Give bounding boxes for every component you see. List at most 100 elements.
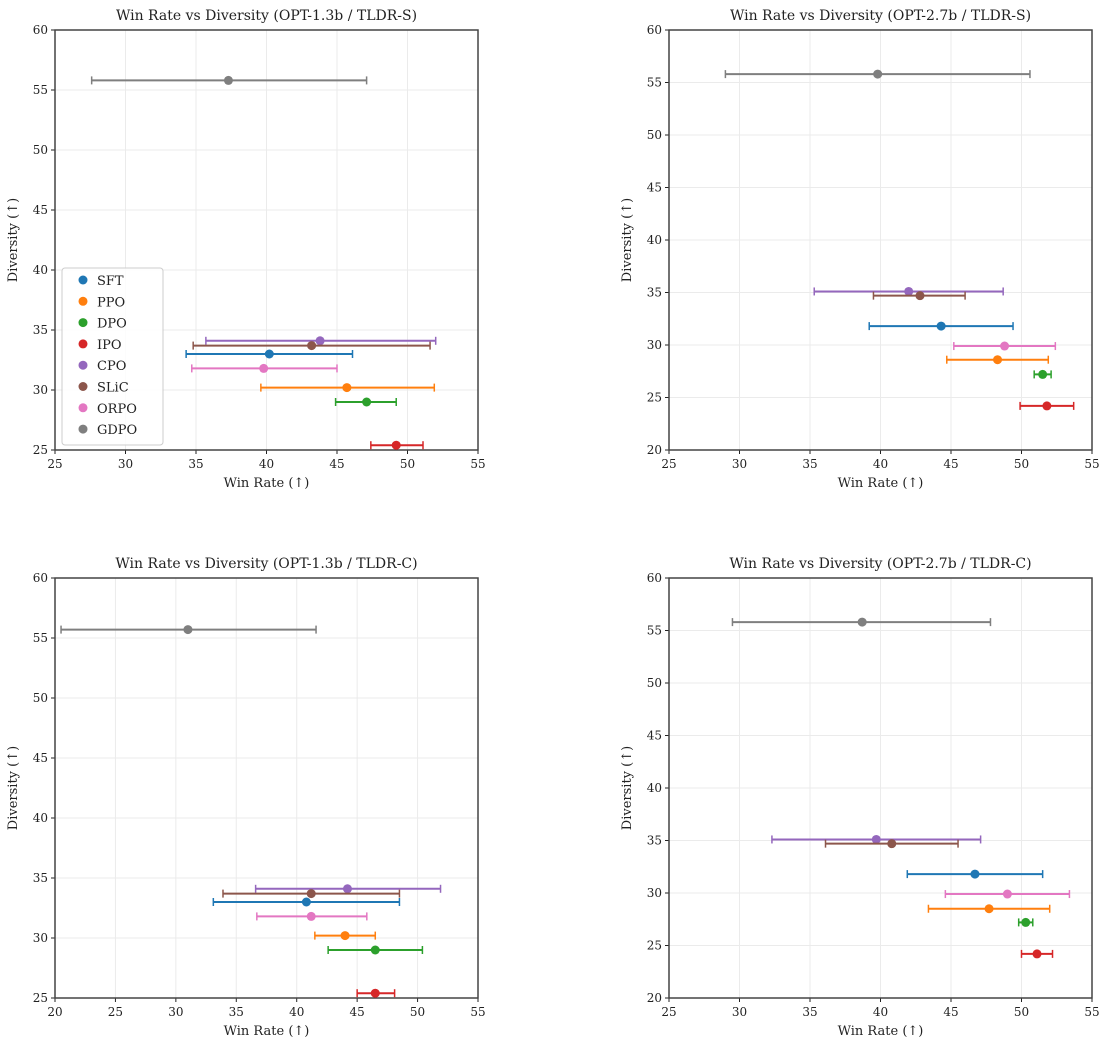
y-tick-label: 50 — [33, 143, 48, 157]
data-point — [1042, 401, 1052, 411]
data-point — [307, 341, 317, 351]
data-point — [873, 69, 883, 79]
series-sft — [212, 897, 401, 907]
x-tick-label: 55 — [1084, 457, 1099, 471]
series-orpo — [953, 341, 1057, 351]
data-point — [970, 869, 980, 879]
x-tick-label: 55 — [470, 457, 485, 471]
y-tick-label: 35 — [33, 323, 48, 337]
x-tick-label: 50 — [400, 457, 415, 471]
y-tick-label: 45 — [647, 729, 662, 743]
legend-marker — [78, 382, 88, 391]
x-tick-label: 30 — [732, 1005, 747, 1019]
data-point — [301, 897, 311, 907]
data-point — [915, 291, 925, 301]
axes-frame — [668, 29, 1093, 451]
y-tick-label: 40 — [33, 811, 48, 825]
y-tick-label: 35 — [647, 286, 662, 300]
legend-marker — [78, 424, 88, 434]
data-point — [1038, 369, 1048, 379]
data-point — [1002, 889, 1012, 899]
data-point — [342, 884, 352, 894]
data-point — [362, 397, 372, 407]
y-tick-label: 20 — [647, 443, 662, 457]
x-axis-label: Win Rate (↑) — [838, 476, 924, 491]
y-tick-label: 60 — [647, 23, 662, 37]
data-point — [264, 349, 274, 359]
series-gdpo — [90, 75, 368, 85]
data-point — [1032, 949, 1042, 959]
y-tick-label: 40 — [647, 781, 662, 795]
series-dpo — [334, 397, 397, 407]
x-tick-label: 35 — [802, 1005, 817, 1019]
legend: SFT PPO DPO IPO CPO SLiC ORPO GDPO — [61, 267, 164, 446]
x-tick-label: 35 — [188, 457, 203, 471]
data-point — [984, 904, 994, 914]
x-tick-label: 40 — [873, 1005, 888, 1019]
legend-label: CPO — [97, 359, 126, 374]
y-tick-label: 30 — [33, 931, 48, 945]
series-ipo — [1020, 949, 1054, 959]
series-orpo — [191, 363, 338, 373]
x-tick-label: 30 — [732, 457, 747, 471]
data-point — [993, 355, 1003, 365]
series-gdpo — [60, 625, 317, 635]
x-tick-label: 25 — [47, 457, 62, 471]
legend-marker — [78, 318, 88, 328]
x-tick-label: 40 — [873, 457, 888, 471]
series-orpo — [944, 889, 1071, 899]
data-point — [370, 988, 380, 998]
x-tick-label: 35 — [229, 1005, 244, 1019]
subplot-1: 25 30 35 40 45 50 55 25 30 35 40 45 50 55 60 Win Rate v… — [6, 8, 486, 491]
series-gdpo — [724, 69, 1031, 79]
y-axis-label: Diversity (↑) — [620, 198, 635, 282]
data-point — [871, 834, 881, 844]
x-axis-label: Win Rate (↑) — [224, 1024, 310, 1039]
x-tick-label: 45 — [350, 1005, 365, 1019]
series-slic — [824, 839, 959, 849]
series-dpo — [327, 945, 424, 955]
series-sft — [868, 321, 1014, 331]
y-tick-label: 55 — [33, 631, 48, 645]
series-ipo — [1019, 401, 1075, 411]
y-tick-label: 30 — [647, 338, 662, 352]
data-point — [370, 945, 380, 955]
chart-title: Win Rate vs Diversity (OPT-2.7b / TLDR-S… — [730, 8, 1031, 24]
data-point — [306, 889, 316, 899]
series-sft — [906, 869, 1044, 879]
legend-label: SLiC — [97, 381, 129, 396]
x-tick-label: 25 — [661, 457, 676, 471]
data-point — [315, 336, 325, 346]
legend-frame — [61, 267, 164, 446]
legend-label: GDPO — [97, 423, 137, 438]
y-tick-label: 40 — [647, 233, 662, 247]
x-tick-label: 45 — [943, 1005, 958, 1019]
x-axis-label: Win Rate (↑) — [224, 476, 310, 491]
y-tick-label: 55 — [647, 624, 662, 638]
data-point — [183, 625, 193, 635]
series-gdpo — [731, 617, 992, 627]
y-tick-label: 25 — [647, 391, 662, 405]
y-tick-label: 30 — [647, 886, 662, 900]
legend-marker — [78, 296, 88, 306]
legend-label: SFT — [97, 274, 124, 289]
chart-title: Win Rate vs Diversity (OPT-1.3b / TLDR-S… — [116, 8, 417, 24]
data-point — [306, 911, 316, 921]
data-point — [340, 931, 350, 941]
y-axis-label: Diversity (↑) — [620, 746, 635, 830]
y-tick-label: 20 — [647, 991, 662, 1005]
legend-marker — [78, 339, 88, 349]
y-tick-label: 50 — [33, 691, 48, 705]
series-orpo — [256, 911, 368, 921]
series-ipo — [370, 440, 424, 450]
legend-label: DPO — [97, 317, 127, 332]
data-point — [223, 75, 233, 85]
y-tick-label: 25 — [33, 443, 48, 457]
y-tick-label: 40 — [33, 263, 48, 277]
x-tick-label: 50 — [410, 1005, 425, 1019]
series-dpo — [1017, 917, 1034, 927]
y-tick-label: 50 — [647, 128, 662, 142]
y-tick-label: 60 — [33, 571, 48, 585]
